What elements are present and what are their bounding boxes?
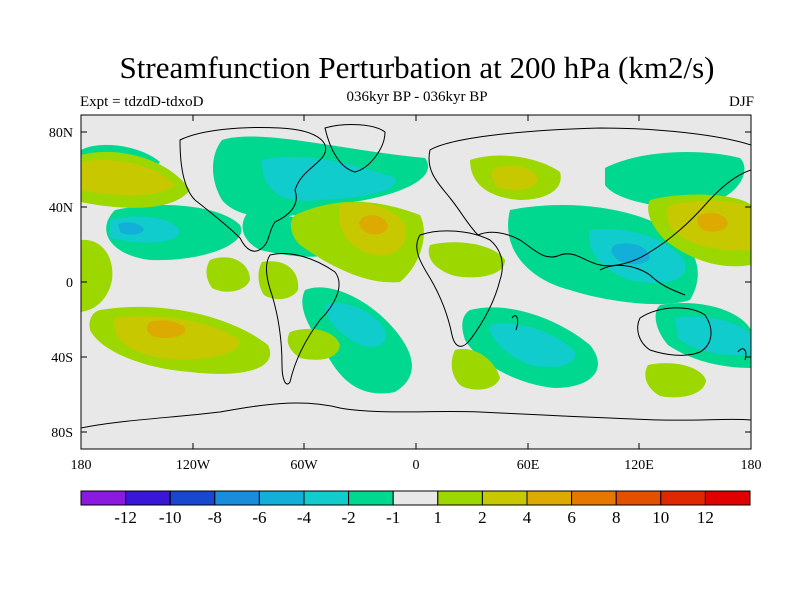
contour-orange-north-atlantic (359, 215, 388, 235)
contour-cyan-australia (675, 316, 751, 356)
coastline-antarctica (81, 402, 751, 429)
lat-tick-80n: 80N (49, 126, 73, 141)
lon-tick-60w: 60W (290, 458, 318, 473)
coastline-new-zealand (737, 348, 747, 361)
colorbar-label-10: 6 (567, 508, 576, 527)
contour-blue-asia-core (611, 243, 650, 265)
contour-lime-africa (428, 242, 505, 278)
contour-lime-amazon (258, 261, 299, 300)
coastline-greenland (324, 124, 386, 173)
colorbar-box-14 (704, 490, 751, 506)
colorbar-box-4 (258, 490, 305, 506)
colorbar-label-0: -12 (114, 508, 137, 527)
map-panel: 80N 40N 0 40S 80S 180 120W 60W 0 60E 120 (49, 114, 762, 473)
coastline-madagascar (511, 315, 519, 331)
coastline-eurasia (428, 127, 751, 267)
contour-lime-south-indian (645, 363, 706, 398)
contour-lime-southern-ocean (451, 349, 500, 390)
contour-green-north-asia (605, 152, 745, 207)
experiment-label: Expt = tdzdD-tdxoD (80, 94, 204, 110)
contour-lime-tropical-pacific (206, 257, 250, 292)
colorbar-label-13: 12 (697, 508, 714, 527)
contour-yellow-north-pacific (81, 160, 175, 196)
contour-blue-pacific-core (118, 222, 144, 235)
colorbar-label-1: -10 (159, 508, 182, 527)
colorbar-label-3: -6 (252, 508, 266, 527)
contour-fills (81, 136, 751, 398)
colorbar-label-8: 2 (478, 508, 487, 527)
colorbar-box-11 (571, 490, 617, 506)
lon-tick-60e: 60E (517, 458, 540, 473)
coastline-africa (416, 230, 503, 347)
contour-orange-south-pacific (146, 320, 186, 338)
contour-yellow-south-pacific (114, 316, 240, 360)
contour-orange-west-pacific (697, 212, 728, 232)
latitude-axis: 80N 40N 0 40S 80S (49, 126, 751, 441)
colorbar-box-1 (125, 490, 171, 506)
colorbar-box-5 (303, 490, 350, 506)
colorbar-box-9 (481, 490, 528, 506)
plot-subtitle: 036kyr BP - 036kyr BP (346, 89, 488, 105)
colorbar-box-2 (169, 490, 216, 506)
season-label: DJF (728, 94, 754, 110)
contour-yellow-europe (491, 165, 538, 190)
colorbar-box-10 (526, 490, 573, 506)
coastline-australia (637, 307, 712, 356)
contour-cyan-south-america (325, 303, 386, 347)
lon-tick-120e: 120E (624, 458, 654, 473)
colorbar-box-13 (660, 490, 706, 506)
coastlines (81, 124, 751, 429)
colorbar-box-7 (392, 490, 439, 506)
contour-lime-east-pacific (81, 239, 113, 312)
colorbar-label-11: 8 (612, 508, 621, 527)
lat-tick-80s: 80S (51, 426, 73, 441)
colorbar-box-0 (80, 490, 127, 506)
lon-tick-120w: 120W (176, 458, 211, 473)
longitude-axis: 180 120W 60W 0 60E 120E 180 (71, 115, 762, 473)
colorbar-label-5: -2 (342, 508, 356, 527)
coastline-south-america (265, 253, 340, 385)
colorbar-label-2: -8 (208, 508, 222, 527)
plot-title: Streamfunction Perturbation at 200 hPa (… (119, 50, 715, 85)
colorbar-box-6 (348, 490, 394, 506)
coastline-north-america (179, 127, 327, 252)
colorbar-label-7: 1 (434, 508, 443, 527)
colorbar-label-12: 10 (652, 508, 669, 527)
colorbar-label-9: 4 (523, 508, 532, 527)
colorbar: -12 -10 -8 -6 -4 -2 -1 1 2 4 6 8 10 12 (80, 490, 751, 527)
lat-tick-40n: 40N (49, 201, 73, 216)
lon-tick-180e: 180 (741, 458, 762, 473)
colorbar-label-6: -1 (386, 508, 400, 527)
coastline-maritime-continent (599, 264, 686, 296)
colorbar-box-3 (214, 490, 260, 506)
colorbar-label-4: -4 (297, 508, 312, 527)
lat-tick-40s: 40S (51, 351, 73, 366)
lon-tick-180w: 180 (71, 458, 92, 473)
lat-tick-0: 0 (66, 276, 73, 291)
contour-cyan-indian-ocean (489, 323, 576, 367)
lon-tick-0: 0 (413, 458, 420, 473)
colorbar-box-12 (615, 490, 662, 506)
colorbar-box-8 (437, 490, 483, 506)
